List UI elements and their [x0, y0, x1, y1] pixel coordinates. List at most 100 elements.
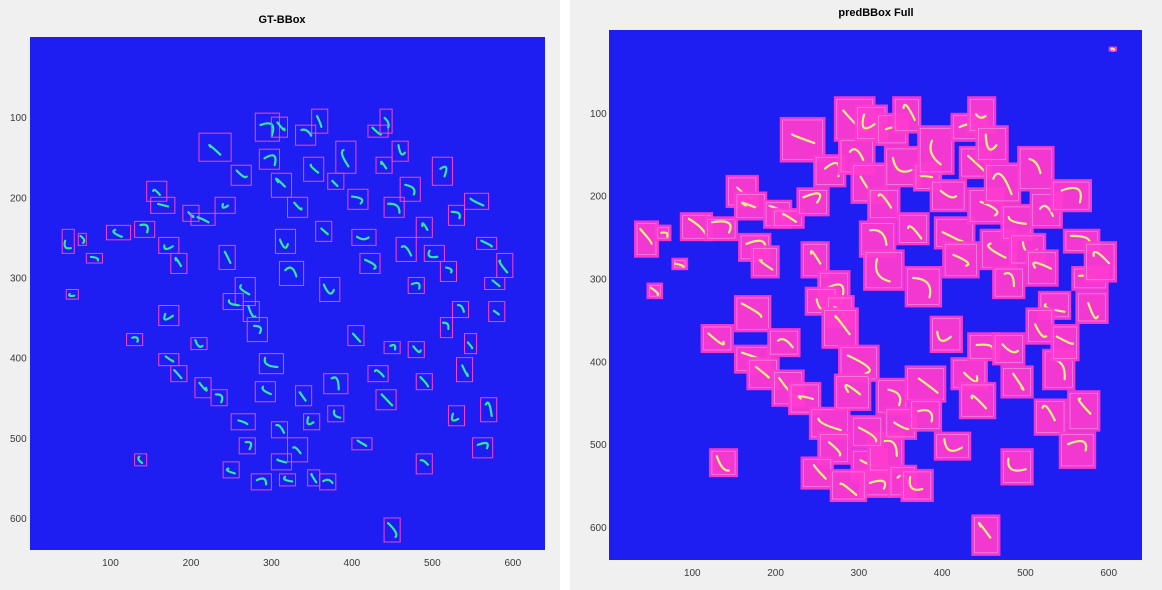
gt-box — [423, 244, 445, 262]
image-layer — [30, 37, 545, 550]
worm-mark — [235, 169, 248, 179]
worm-mark — [456, 303, 466, 313]
worm-mark — [278, 238, 289, 249]
worm-mark — [758, 258, 774, 271]
pred-box-fill — [1058, 431, 1097, 469]
y-tick-label: 400 — [10, 354, 27, 365]
pred-box-fill — [750, 245, 780, 279]
worm-mark — [907, 225, 923, 240]
worm-mark — [419, 459, 429, 466]
gt-box — [315, 220, 333, 242]
gt-box — [472, 437, 494, 459]
worm-mark — [970, 394, 988, 410]
gt-box — [367, 124, 389, 138]
worm-mark — [194, 339, 204, 348]
worm-mark — [877, 193, 893, 209]
worm-mark — [174, 256, 183, 268]
worm-mark — [198, 381, 208, 392]
pred-box-outline — [799, 190, 827, 214]
pred-box-fill — [800, 456, 834, 490]
worm-mark — [252, 324, 263, 335]
worm-mark — [332, 409, 342, 419]
worm-mark — [247, 304, 257, 318]
pred-box-outline — [790, 384, 819, 413]
worm-mark — [322, 478, 334, 485]
gt-box — [464, 333, 478, 355]
pred-box-outline — [1003, 368, 1031, 396]
worm-mark — [461, 364, 469, 378]
pred-box-fill — [1017, 145, 1055, 192]
worm-mark — [237, 419, 249, 426]
worm-mark — [89, 255, 100, 262]
pred-box-outline — [753, 248, 777, 276]
gt-box — [250, 473, 272, 491]
worm-mark — [255, 477, 268, 486]
pred-box-fill — [833, 373, 872, 411]
gt-box — [335, 140, 357, 174]
pred-box-fill — [863, 249, 905, 291]
worm-mark — [320, 227, 329, 236]
y-tick-label: 300 — [590, 274, 607, 285]
pred-box-fill — [733, 295, 772, 333]
worm-mark — [214, 393, 224, 404]
worm-mark — [908, 476, 924, 491]
worm-mark — [916, 409, 934, 423]
worm-mark — [131, 336, 139, 343]
worm-mark — [439, 165, 448, 178]
worm-mark — [791, 133, 816, 145]
worm-mark — [1039, 204, 1055, 218]
gt-box — [258, 353, 284, 375]
worm-mark — [1007, 457, 1027, 472]
worm-mark — [827, 441, 842, 457]
gt-box — [126, 333, 144, 347]
pred-box-outline — [782, 119, 823, 160]
worm-mark — [163, 244, 174, 251]
worm-mark — [919, 174, 934, 179]
pred-box-outline — [936, 434, 969, 458]
gt-box — [327, 405, 345, 423]
gt-box — [218, 244, 236, 270]
gt-box — [295, 385, 313, 407]
pred-box-fill — [933, 431, 972, 461]
x-tick-label: 200 — [767, 568, 784, 579]
pred-box-outline — [649, 285, 661, 297]
worm-mark — [340, 148, 350, 168]
worm-mark — [112, 228, 123, 238]
worm-mark — [844, 384, 862, 396]
x-tick-label: 400 — [934, 568, 951, 579]
worm-mark — [373, 369, 385, 378]
worm-mark — [781, 212, 798, 223]
gt-box — [488, 301, 506, 323]
worm-mark — [797, 395, 814, 401]
worm-mark — [330, 376, 340, 391]
worm-mark — [911, 276, 932, 299]
pred-box-fill — [1033, 398, 1068, 436]
worm-mark — [660, 231, 669, 238]
gt-box — [134, 453, 148, 467]
gt-box — [496, 252, 514, 278]
y-tick-label: 600 — [10, 514, 27, 525]
gt-box — [375, 389, 397, 411]
worm-mark — [379, 160, 388, 170]
worm-mark — [857, 426, 878, 443]
worm-mark — [263, 356, 279, 369]
pred-box-outline — [657, 227, 669, 239]
gt-box — [230, 164, 252, 186]
worm-mark — [1028, 157, 1042, 175]
gt-box — [351, 437, 373, 451]
gt-box — [258, 148, 280, 170]
pred-box-outline — [932, 318, 961, 351]
x-tick-label: 500 — [1017, 568, 1034, 579]
worm-mark — [943, 438, 964, 452]
chart-title: predBBox Full — [838, 7, 913, 19]
worm-mark — [839, 482, 858, 497]
worm-mark — [164, 355, 175, 363]
pred-box-outline — [832, 471, 865, 500]
gt-box — [246, 317, 268, 343]
gt-box — [287, 196, 309, 218]
gt-box — [395, 236, 417, 262]
pred-box-fill — [942, 241, 980, 279]
chart-title: GT-BBox — [258, 14, 306, 26]
gt-box — [222, 461, 240, 479]
gt-box — [464, 192, 490, 210]
